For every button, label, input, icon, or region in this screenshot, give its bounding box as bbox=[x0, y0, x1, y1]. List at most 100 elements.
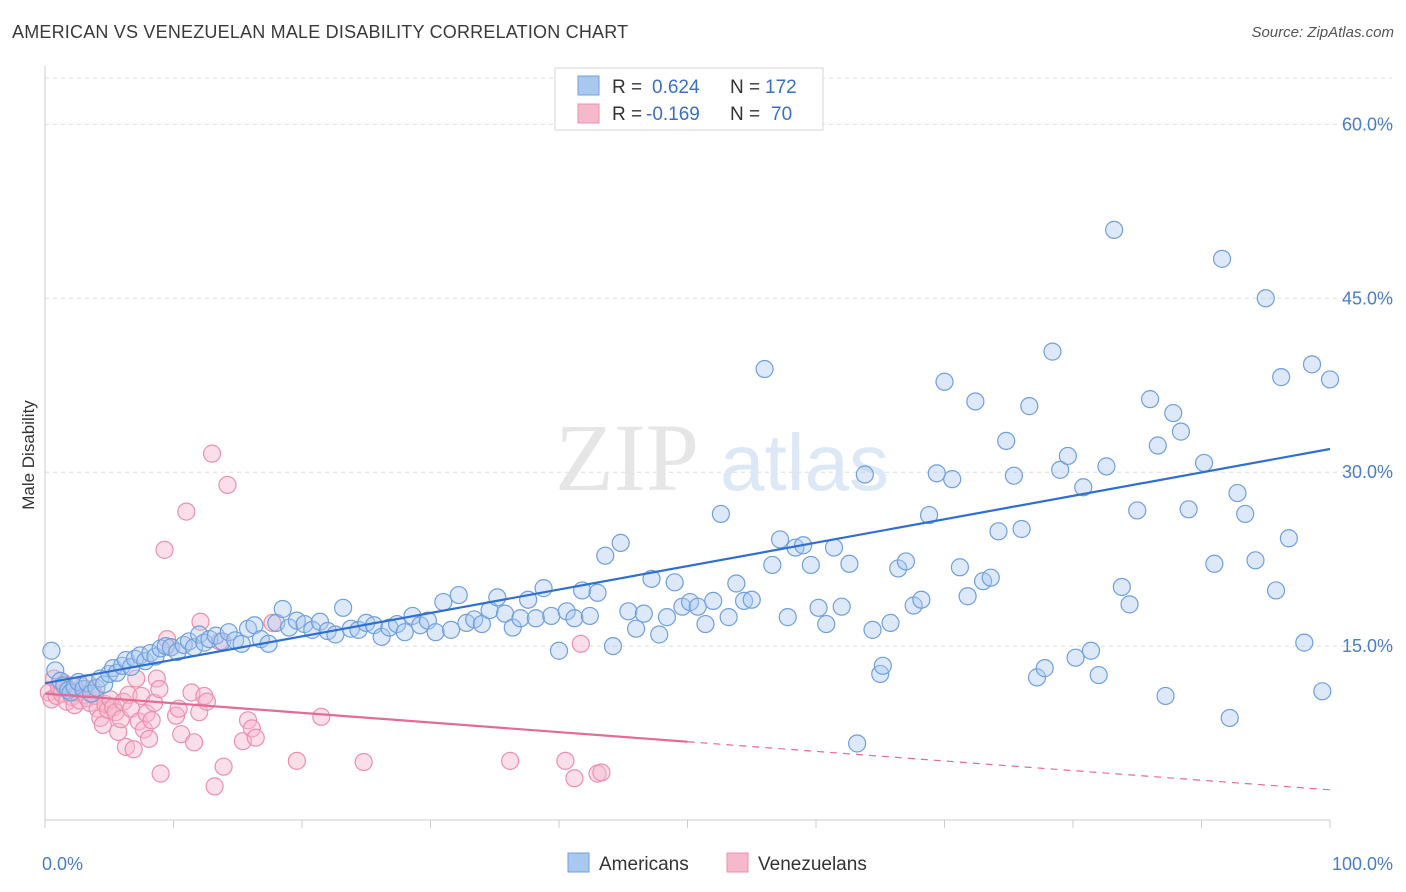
americans-point bbox=[912, 590, 931, 609]
americans-point bbox=[832, 597, 851, 616]
legend-r-label-americans: R = bbox=[612, 77, 642, 98]
americans-point bbox=[935, 372, 954, 391]
americans-point bbox=[232, 634, 251, 653]
chart-title: AMERICAN VS VENEZUELAN MALE DISABILITY C… bbox=[12, 22, 629, 42]
venezuelans-point bbox=[312, 707, 331, 726]
americans-point bbox=[195, 633, 214, 652]
americans-point bbox=[1313, 682, 1332, 701]
americans-point bbox=[511, 609, 530, 628]
americans-point bbox=[310, 612, 330, 631]
americans-point bbox=[997, 431, 1016, 450]
americans-point bbox=[1074, 478, 1093, 497]
x-tick-label: 100.0% bbox=[1332, 854, 1393, 874]
venezuelans-point bbox=[150, 679, 169, 699]
venezuelans-point bbox=[218, 475, 237, 495]
americans-point bbox=[848, 734, 867, 753]
americans-point bbox=[472, 614, 491, 634]
americans-point bbox=[1179, 500, 1198, 519]
americans-point bbox=[95, 675, 114, 694]
venezuelans-point bbox=[205, 777, 224, 796]
americans-point bbox=[1066, 648, 1085, 667]
venezuelans-point bbox=[124, 740, 143, 759]
americans-point bbox=[896, 552, 916, 571]
americans-point bbox=[619, 602, 638, 621]
americans-point bbox=[1320, 370, 1340, 389]
americans-point bbox=[873, 656, 892, 675]
americans-point bbox=[1027, 668, 1047, 687]
venezuelans-point bbox=[184, 733, 204, 752]
venezuelans-point bbox=[197, 692, 217, 711]
venezuelans-point bbox=[151, 764, 170, 783]
americans-point bbox=[42, 641, 61, 660]
americans-point bbox=[919, 505, 939, 525]
americans-point bbox=[1194, 453, 1214, 473]
americans-point bbox=[650, 625, 669, 644]
americans-point bbox=[863, 620, 882, 639]
americans-point bbox=[1081, 641, 1101, 660]
series-legend: Americans Venezuelans bbox=[567, 852, 867, 875]
americans-point bbox=[596, 546, 615, 565]
legend-r-value-venezuelans: -0.169 bbox=[646, 104, 700, 125]
venezuelans-point bbox=[147, 669, 166, 688]
venezuelans-point bbox=[214, 757, 233, 776]
americans-point bbox=[1043, 342, 1062, 361]
americans-point bbox=[372, 627, 391, 646]
watermark-zip: ZIP bbox=[555, 404, 699, 511]
legend-r-value-americans: 0.624 bbox=[652, 77, 700, 98]
americans-point bbox=[966, 392, 985, 411]
source-label: Source: ZipAtlas.com bbox=[1251, 24, 1394, 41]
americans-point bbox=[1205, 554, 1224, 573]
venezuelans-point bbox=[246, 728, 265, 747]
venezuelans-point bbox=[556, 751, 575, 770]
venezuelans-point bbox=[202, 444, 222, 463]
bottom-legend-swatch-venezuelans bbox=[726, 852, 749, 873]
americans-point bbox=[1279, 529, 1298, 548]
americans-point bbox=[719, 608, 738, 627]
americans-point bbox=[778, 608, 797, 627]
americans-point bbox=[273, 599, 292, 619]
americans-point bbox=[742, 590, 761, 609]
americans-point bbox=[395, 623, 414, 642]
americans-point bbox=[711, 504, 731, 524]
americans-point bbox=[1266, 581, 1286, 600]
venezuelans-point bbox=[592, 763, 611, 782]
americans-point bbox=[704, 591, 723, 610]
americans-point bbox=[526, 609, 545, 628]
americans-point bbox=[1012, 519, 1031, 539]
americans-point bbox=[549, 641, 569, 660]
americans-point bbox=[1128, 501, 1147, 520]
americans-point bbox=[1212, 249, 1232, 268]
americans-point bbox=[168, 642, 187, 661]
y-axis-label: Male Disability bbox=[19, 400, 38, 510]
venezuelans-point bbox=[242, 719, 261, 738]
americans-point bbox=[1156, 686, 1175, 706]
americans-point bbox=[1228, 483, 1247, 503]
americans-point bbox=[688, 597, 707, 616]
bottom-legend-label-venezuelans: Venezuelans bbox=[758, 854, 867, 875]
americans-point bbox=[611, 533, 630, 553]
venezuelans-point bbox=[287, 751, 306, 770]
correlation-legend: R = 0.624 N = 172 R = -0.169 N = 70 bbox=[554, 67, 824, 131]
legend-swatch-venezuelans bbox=[577, 103, 600, 124]
americans-point bbox=[770, 530, 790, 549]
americans-point bbox=[1220, 708, 1239, 728]
americans-point bbox=[881, 613, 900, 633]
y-tick-label: 15.0% bbox=[1342, 636, 1393, 656]
americans-point bbox=[1058, 446, 1077, 466]
americans-point bbox=[1035, 659, 1054, 678]
americans-point bbox=[603, 636, 623, 656]
americans-point bbox=[809, 598, 828, 617]
americans-point bbox=[763, 555, 782, 575]
americans-point bbox=[46, 661, 65, 680]
americans-point bbox=[981, 568, 1000, 587]
americans-point bbox=[179, 632, 199, 651]
americans-point bbox=[1164, 403, 1183, 423]
americans-point bbox=[817, 614, 836, 634]
venezuelans-point bbox=[263, 613, 282, 633]
y-tick-label: 60.0% bbox=[1342, 114, 1393, 134]
trend-lines bbox=[44, 447, 1331, 791]
americans-point bbox=[755, 359, 774, 379]
americans-point bbox=[565, 609, 584, 628]
bottom-legend-swatch-americans bbox=[567, 852, 590, 873]
